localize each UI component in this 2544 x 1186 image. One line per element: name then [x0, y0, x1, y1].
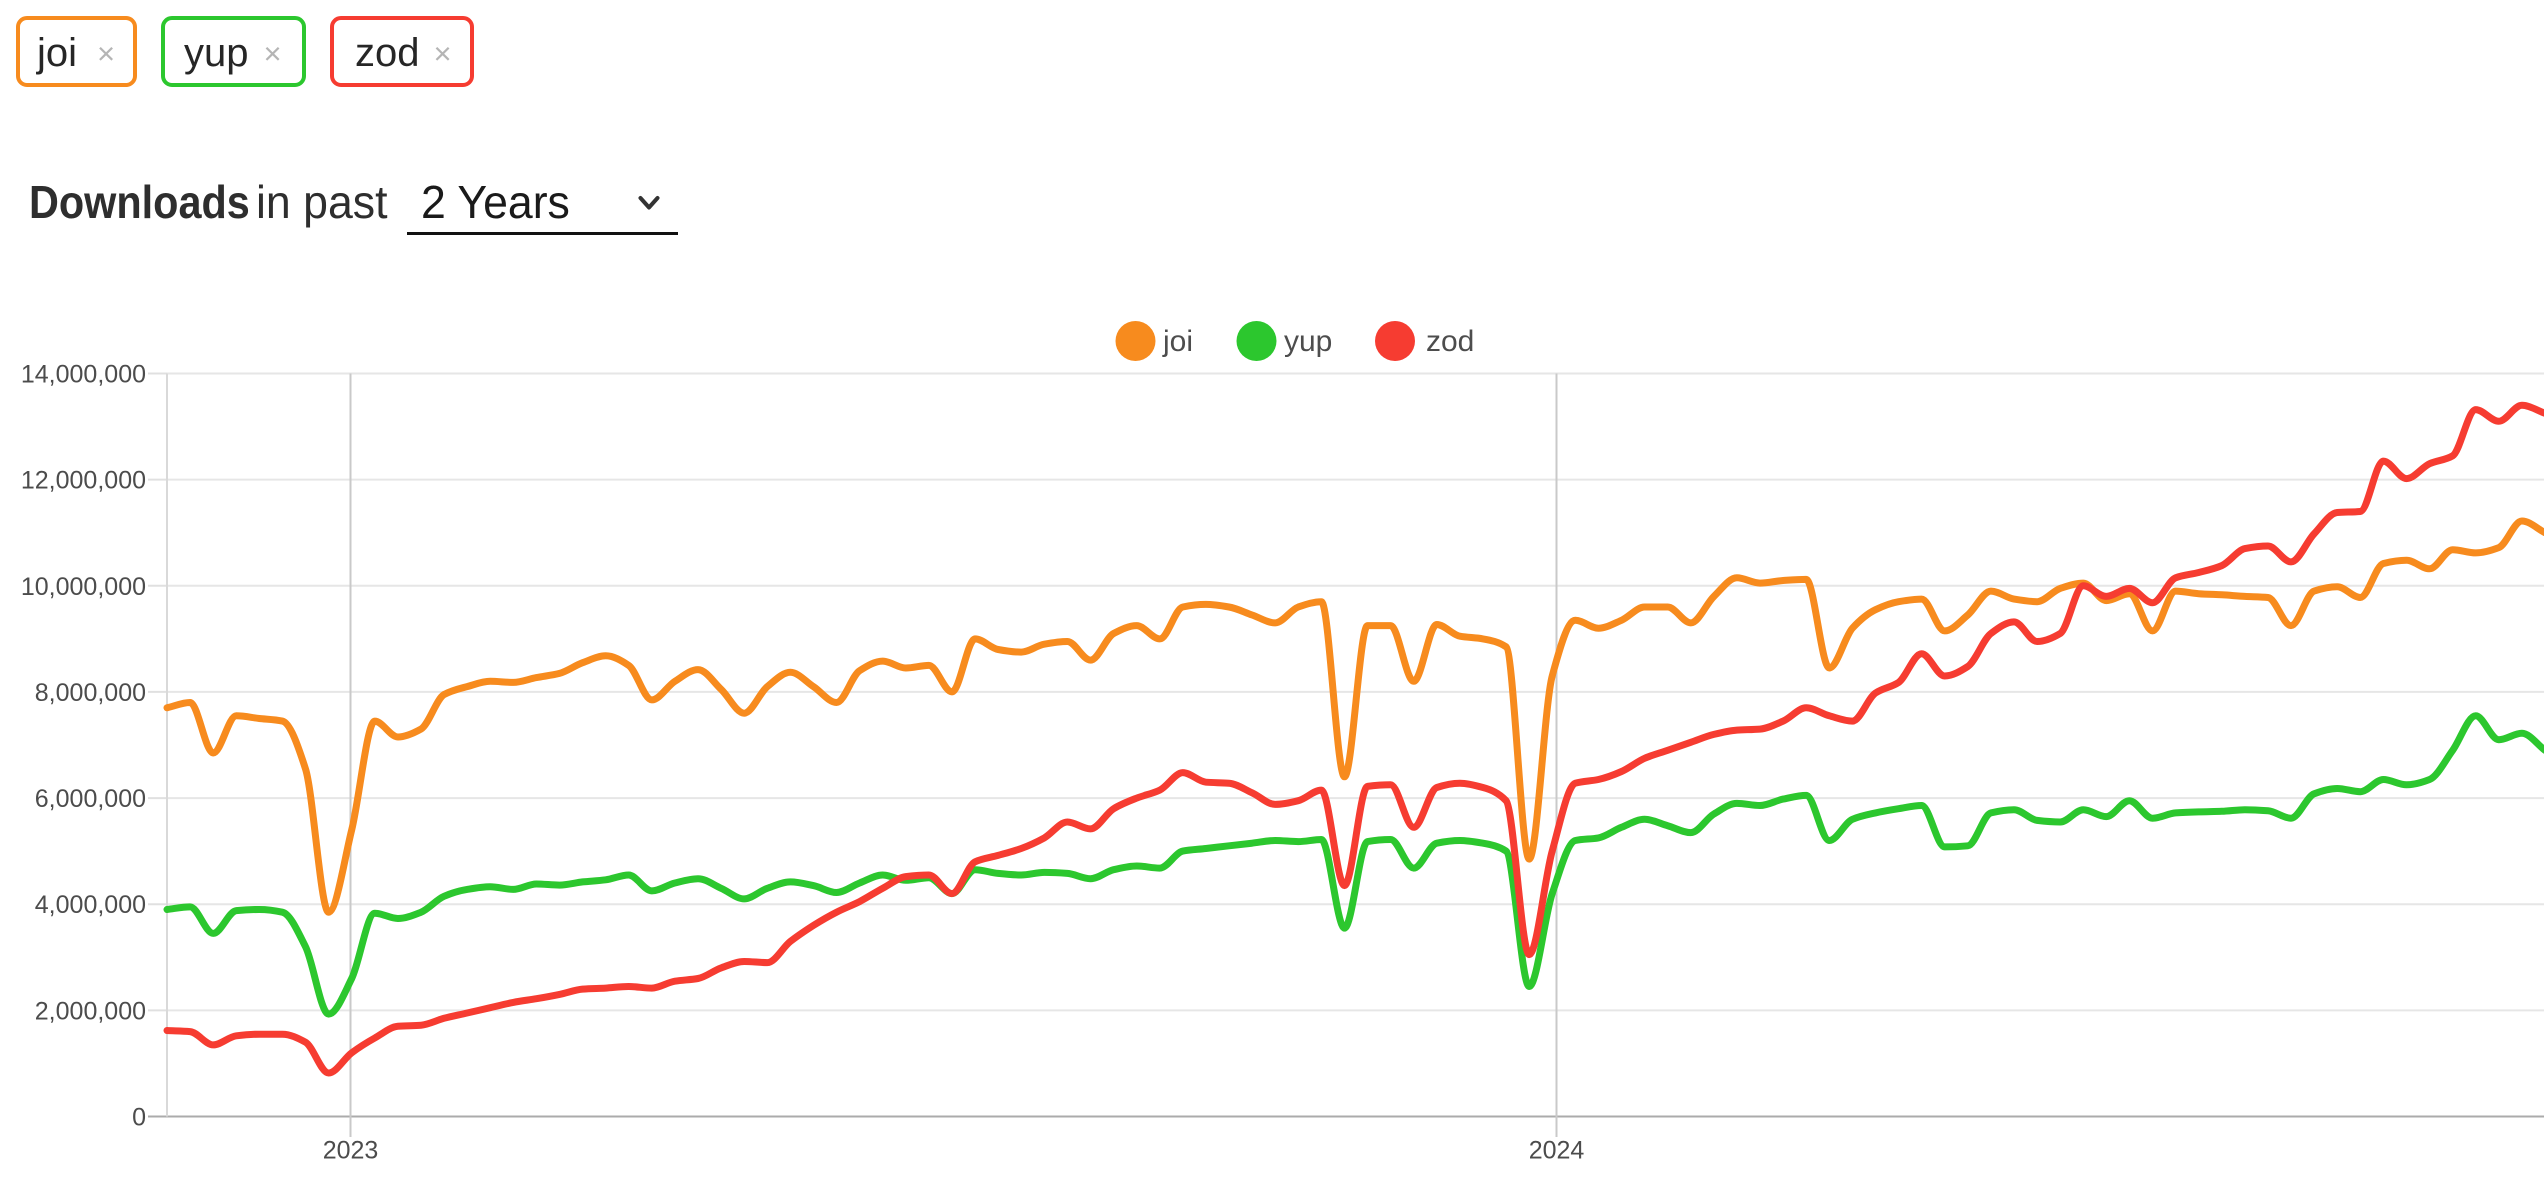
- svg-text:0: 0: [132, 1104, 146, 1132]
- svg-text:8,000,000: 8,000,000: [35, 679, 146, 707]
- svg-text:joi: joi: [1162, 325, 1193, 358]
- svg-text:2023: 2023: [323, 1137, 379, 1165]
- svg-text:yup: yup: [1284, 325, 1332, 358]
- svg-text:2,000,000: 2,000,000: [35, 997, 146, 1025]
- svg-text:6,000,000: 6,000,000: [35, 785, 146, 813]
- svg-text:4,000,000: 4,000,000: [35, 891, 146, 919]
- svg-text:14,000,000: 14,000,000: [21, 361, 146, 389]
- svg-text:2024: 2024: [1529, 1137, 1585, 1165]
- svg-text:12,000,000: 12,000,000: [21, 467, 146, 495]
- svg-text:10,000,000: 10,000,000: [21, 573, 146, 601]
- svg-text:zod: zod: [1426, 325, 1474, 358]
